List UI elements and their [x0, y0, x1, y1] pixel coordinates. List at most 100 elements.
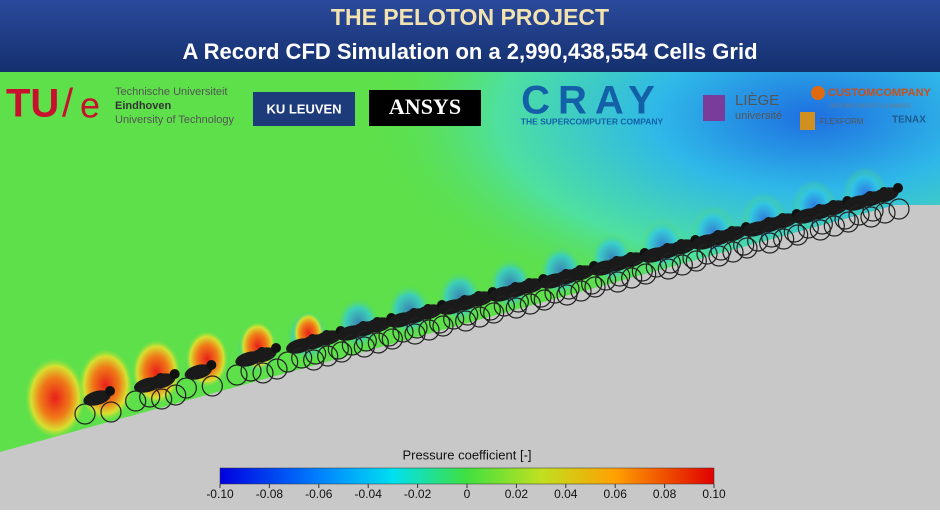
- wheel: [469, 306, 491, 328]
- wheel: [834, 208, 856, 230]
- rider-head: [893, 183, 903, 193]
- wheel: [432, 315, 454, 337]
- rider-head: [206, 360, 217, 370]
- tue-e: e: [80, 85, 100, 126]
- wheel: [595, 269, 617, 291]
- colorbar-tick-label: 0.04: [554, 487, 578, 501]
- rider-body: [314, 330, 342, 346]
- tue-line: University of Technology: [115, 114, 235, 126]
- wheel: [74, 403, 96, 425]
- colorbar: [219, 467, 715, 485]
- rider-body: [668, 239, 696, 255]
- ansys-box: [369, 90, 481, 126]
- wheel: [797, 217, 819, 239]
- rider-head: [105, 386, 115, 396]
- wheel: [848, 204, 870, 226]
- wheel: [175, 377, 197, 399]
- rider-body: [184, 364, 212, 380]
- subtitle: A Record CFD Simulation on a 2,990,438,5…: [182, 39, 757, 64]
- wheel: [381, 328, 403, 350]
- colorbar-tick-label: -0.04: [355, 487, 383, 501]
- rider-head: [169, 369, 180, 379]
- custom-tagline: CREATING FINE GIFTS & AWARDS: [829, 103, 911, 109]
- tenax-logo: TENAX: [892, 115, 926, 126]
- flexform-logo: FLEXFORM: [820, 117, 864, 126]
- logo-tue: TU / e Technische Universiteit Eindhoven…: [6, 82, 235, 126]
- colorbar-tick-label: -0.10: [206, 487, 234, 501]
- ansys-logo: ANSYS: [389, 94, 461, 119]
- wheel: [710, 239, 732, 261]
- wheel: [736, 237, 758, 259]
- wheel: [862, 200, 884, 222]
- rider-body: [83, 390, 111, 406]
- wheel: [305, 343, 327, 365]
- wheel: [317, 345, 339, 367]
- wheel: [659, 252, 681, 274]
- wheel: [327, 338, 349, 360]
- tue-line: Technische Universiteit: [115, 86, 228, 98]
- custom-logo: CUSTOMCOMPANY: [828, 87, 932, 99]
- wheel: [165, 384, 187, 406]
- wheel: [252, 362, 274, 384]
- rider-body: [871, 187, 899, 203]
- wheel: [533, 289, 555, 311]
- colorbar-tick-label: -0.06: [305, 487, 333, 501]
- wheel: [429, 312, 451, 334]
- wheel: [823, 215, 845, 237]
- wheel: [355, 330, 377, 352]
- tue-mark: TU: [6, 82, 59, 126]
- rider-body: [719, 226, 747, 242]
- peloton: [74, 183, 910, 425]
- wheel: [581, 273, 603, 295]
- wheel: [443, 308, 465, 330]
- wheel: [519, 293, 541, 315]
- wheel: [811, 213, 833, 235]
- wheel: [277, 351, 299, 373]
- wheel: [331, 341, 353, 363]
- wheel: [151, 388, 173, 410]
- liege-logo: LIÈGE: [735, 92, 779, 109]
- wheel: [696, 243, 718, 265]
- wheel: [874, 202, 896, 224]
- wheel: [367, 332, 389, 354]
- wheel: [761, 226, 783, 248]
- wheel: [139, 386, 161, 408]
- wheel: [530, 286, 552, 308]
- tue-slash: /: [62, 82, 74, 126]
- wheel: [266, 358, 288, 380]
- wheel: [418, 319, 440, 341]
- wheel: [609, 265, 631, 287]
- wheel: [888, 198, 910, 220]
- rider-body: [415, 304, 443, 320]
- wheel: [570, 280, 592, 302]
- wheel: [392, 321, 414, 343]
- wheel: [783, 221, 805, 243]
- wheel: [558, 278, 580, 300]
- rider-body: [364, 317, 392, 333]
- colorbar-label: Pressure coefficient [-]: [402, 447, 531, 462]
- wheel: [747, 230, 769, 252]
- flexform-mark: [800, 112, 815, 130]
- kuleuven-box: [253, 92, 355, 126]
- kuleuven-logo: KU LEUVEN: [266, 101, 341, 116]
- colorbar-tick-label: -0.02: [404, 487, 432, 501]
- wheel: [406, 317, 428, 339]
- liege-sub: université: [735, 110, 782, 122]
- rider-body: [249, 347, 277, 363]
- wheel: [631, 260, 653, 282]
- wheel: [635, 263, 657, 285]
- wheel: [733, 234, 755, 256]
- wheel: [837, 211, 859, 233]
- liege-mark: [703, 95, 725, 121]
- wheel: [125, 390, 147, 412]
- colorbar-tick-label: 0.10: [702, 487, 726, 501]
- colorbar-tick-label: 0: [464, 487, 471, 501]
- rider-body: [516, 278, 544, 294]
- wheel: [341, 334, 363, 356]
- colorbar-tick-label: 0.08: [653, 487, 677, 501]
- wheel: [240, 360, 262, 382]
- rider-body: [820, 200, 848, 216]
- custom-mark: [811, 86, 825, 100]
- cray-tagline: THE SUPERCOMPUTER COMPANY: [521, 116, 664, 126]
